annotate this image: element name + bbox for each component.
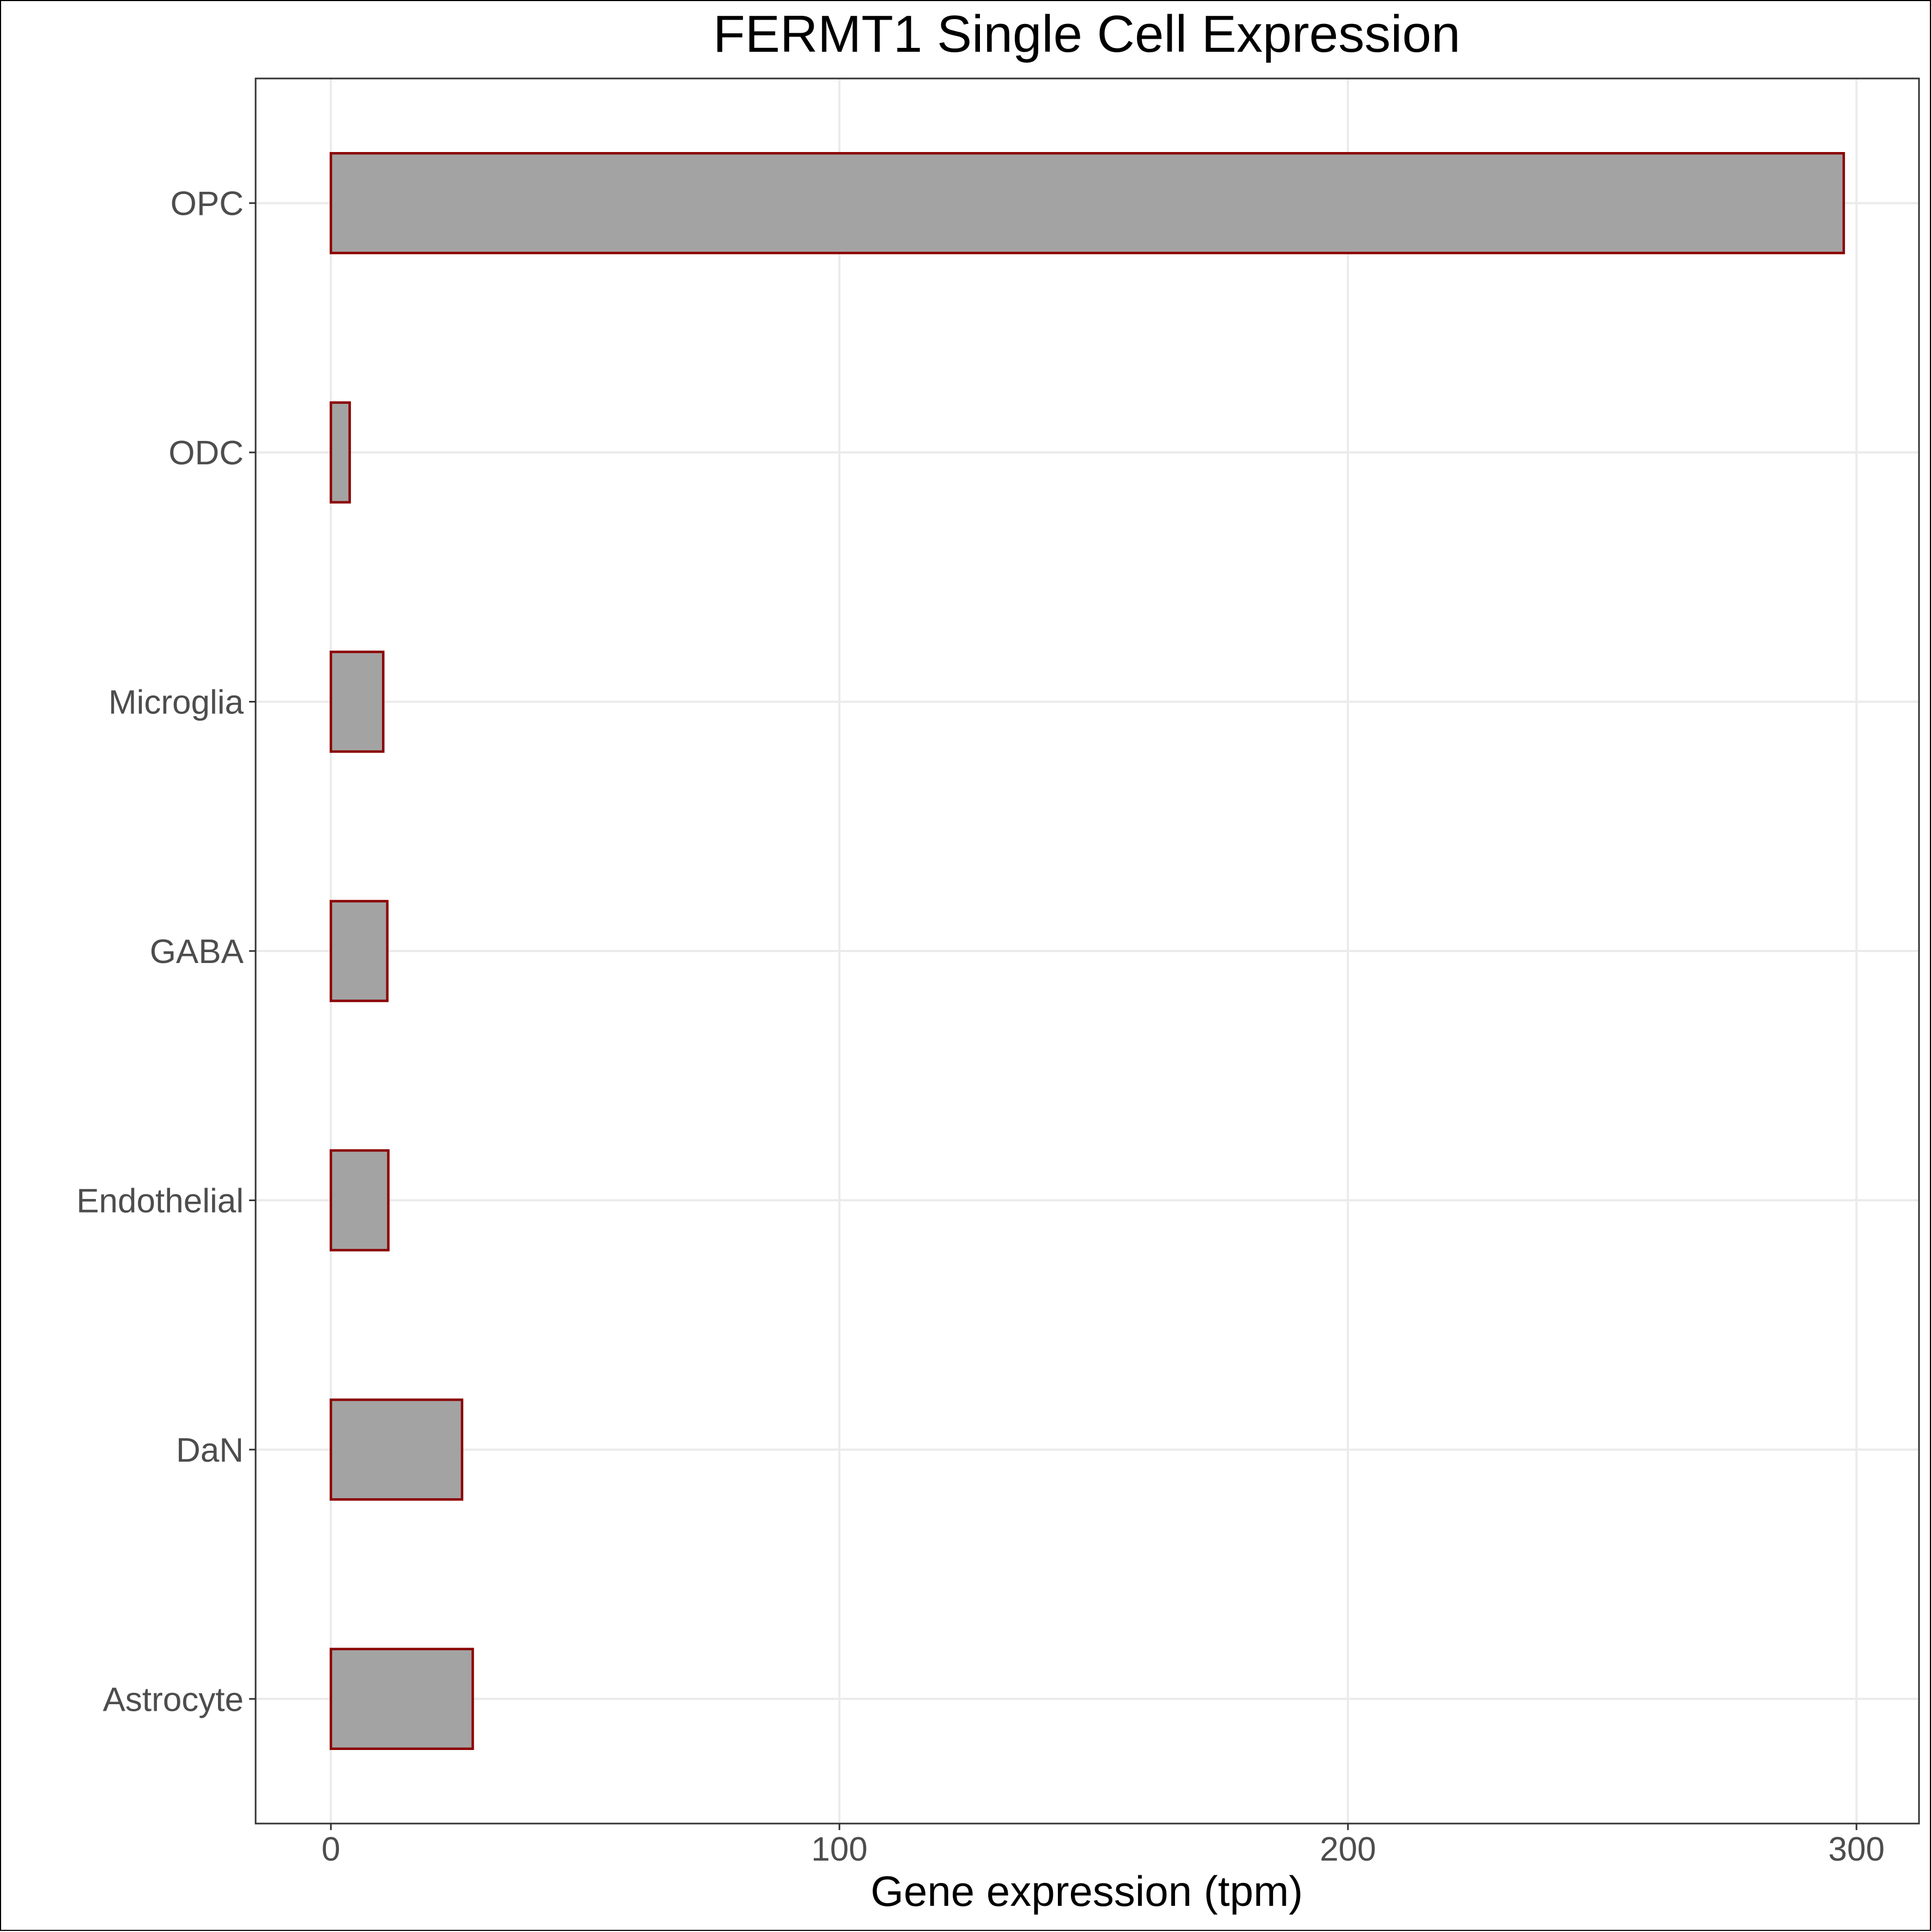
y-tick-label: GABA — [150, 933, 244, 971]
bar-microglia — [329, 650, 385, 753]
y-tick-label: OPC — [171, 185, 244, 223]
bar-astrocyte — [329, 1648, 474, 1751]
x-tick-label: 100 — [811, 1831, 867, 1868]
y-axis: OPC ODC Microglia GABA Endothelial DaN Astrocy… — [76, 185, 256, 1718]
bars — [329, 152, 1845, 1751]
x-axis: 0 100 200 300 — [322, 1824, 1885, 1868]
bar-dan — [329, 1398, 464, 1501]
bar-odc — [329, 401, 351, 504]
x-axis-title: Gene expression (tpm) — [870, 1867, 1303, 1915]
bar-endothelial — [329, 1149, 390, 1252]
y-tick-label: DaN — [176, 1432, 244, 1469]
x-tick-label: 200 — [1319, 1831, 1376, 1868]
x-tick-label: 300 — [1829, 1831, 1885, 1868]
y-tick-label: Microglia — [108, 684, 244, 722]
y-tick-label: ODC — [168, 434, 244, 472]
x-tick-label: 0 — [322, 1831, 340, 1868]
y-tick-label: Endothelial — [76, 1182, 244, 1220]
bar-gaba — [329, 900, 389, 1002]
y-tick-label: Astrocyte — [103, 1681, 244, 1718]
chart-title: FERMT1 Single Cell Expression — [713, 5, 1460, 63]
grid-lines — [256, 78, 1919, 1824]
bar-opc — [329, 152, 1845, 255]
